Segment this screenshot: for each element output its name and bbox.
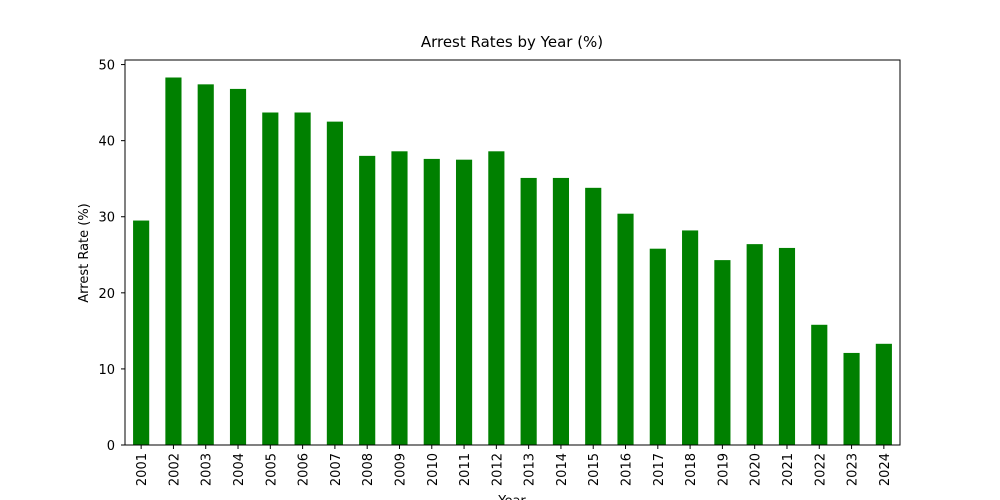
bar: [165, 77, 182, 445]
x-tick-label: 2004: [232, 453, 247, 486]
y-tick-label: 30: [98, 211, 115, 226]
bar: [294, 112, 311, 445]
bar: [746, 244, 763, 445]
bar: [229, 88, 247, 446]
x-tick-label: 2012: [490, 453, 505, 486]
x-tick-label: 2014: [555, 453, 570, 486]
x-tick-label: 2018: [684, 453, 699, 486]
x-tick-label: 2002: [167, 453, 182, 486]
bar: [326, 121, 343, 445]
bar: [133, 220, 150, 445]
x-tick-label: 2024: [878, 453, 893, 486]
x-tick-label: 2005: [264, 453, 279, 486]
plot-frame: [124, 59, 901, 446]
y-tick-label: 50: [98, 59, 115, 74]
x-tick-label: 2022: [813, 453, 828, 486]
y-tick-label: 10: [98, 363, 115, 378]
x-tick-label: 2017: [652, 453, 667, 486]
x-tick-label: 2008: [361, 453, 376, 486]
x-tick-label: 2021: [781, 453, 796, 486]
bar: [423, 158, 440, 446]
bar: [875, 343, 892, 445]
x-axis-label: Year: [497, 494, 526, 500]
x-tick-label: 2009: [393, 453, 408, 486]
x-tick-label: 2007: [329, 453, 344, 486]
x-tick-label: 2010: [426, 453, 441, 486]
x-tick-label: 2015: [587, 453, 602, 486]
bar: [811, 324, 828, 445]
bar: [262, 112, 279, 445]
x-tick-label: 2020: [749, 453, 764, 486]
bar: [617, 213, 634, 445]
x-tick-label: 2023: [846, 453, 861, 486]
bar: [585, 187, 602, 445]
x-tick-label: 2013: [523, 453, 538, 486]
x-tick-label: 2003: [200, 453, 215, 486]
y-tick-label: 0: [107, 439, 115, 454]
bar: [197, 84, 214, 445]
bar: [520, 177, 537, 445]
bar: [391, 151, 408, 445]
bar: [359, 155, 376, 445]
y-tick-label: 40: [98, 135, 115, 150]
x-tick-label: 2001: [135, 453, 150, 486]
x-tick-label: 2016: [620, 453, 635, 486]
x-tick-label: 2006: [297, 453, 312, 486]
bar: [649, 248, 666, 445]
y-axis-label: Arrest Rate (%): [77, 203, 92, 303]
bar: [682, 230, 699, 445]
bar: [714, 260, 731, 445]
x-tick-label: 2011: [458, 453, 473, 486]
bar: [488, 151, 505, 445]
chart-title: Arrest Rates by Year (%): [421, 33, 603, 51]
x-tick-label: 2019: [716, 453, 731, 486]
y-tick-label: 20: [98, 287, 115, 302]
bar: [778, 247, 796, 445]
bar: [843, 352, 860, 445]
bar: [552, 177, 570, 445]
bar: [455, 159, 473, 445]
